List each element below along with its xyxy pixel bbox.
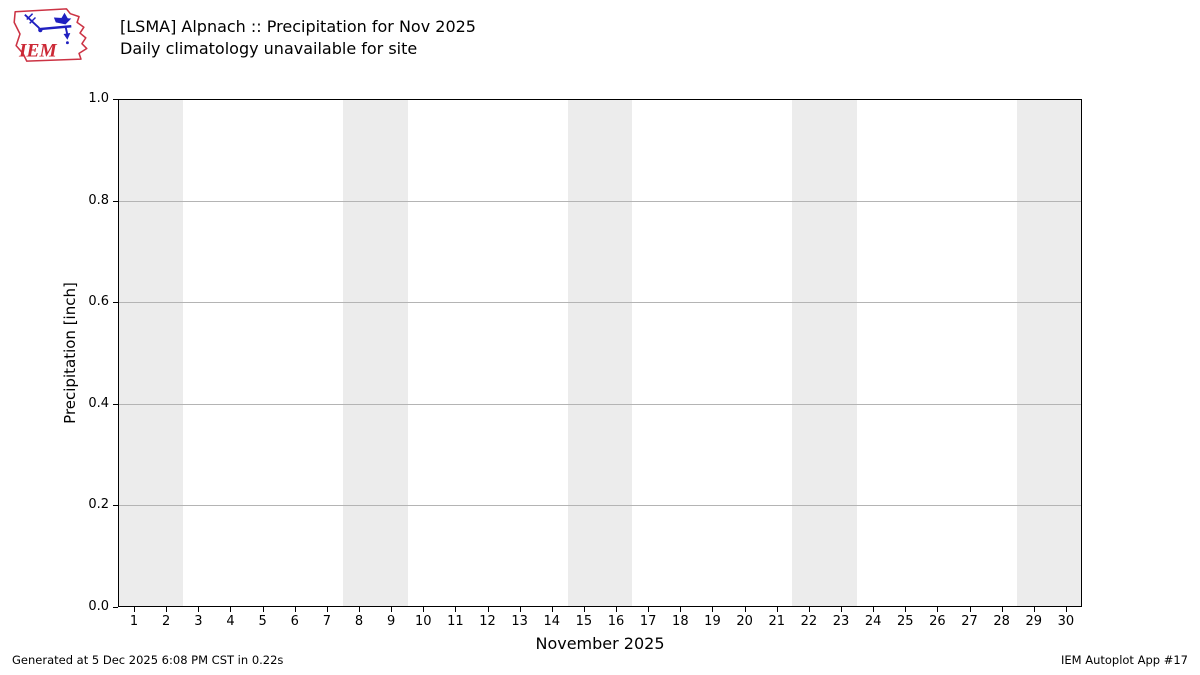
x-tick-mark: [519, 607, 521, 612]
x-tick-label: 10: [414, 614, 432, 629]
x-tick-label: 5: [258, 614, 267, 629]
y-tick-label: 0.0: [88, 599, 109, 614]
x-tick-mark: [455, 607, 457, 612]
y-gridline: [119, 201, 1081, 203]
y-tick-label: 0.2: [88, 497, 109, 513]
y-gridline: [119, 504, 1081, 506]
y-tick-mark: [113, 403, 118, 405]
x-tick-mark: [744, 607, 746, 612]
y-tick-mark: [113, 607, 118, 608]
x-tick-mark: [680, 607, 682, 612]
x-tick-mark: [1033, 607, 1035, 612]
app-credit: IEM Autoplot App #17: [1060, 653, 1188, 667]
x-tick-label: 18: [672, 614, 689, 629]
x-tick-mark: [423, 607, 425, 612]
x-tick-mark: [808, 607, 810, 612]
x-tick-label: 25: [896, 614, 914, 629]
iem-logo: IEM: [10, 4, 90, 64]
chart-header: [LSMA] Alpnach :: Precipitation for Nov …: [120, 16, 476, 60]
x-tick-label: 13: [511, 614, 528, 629]
generated-timestamp: Generated at 5 Dec 2025 6:08 PM CST in 0…: [12, 653, 284, 667]
x-tick-mark: [841, 607, 842, 612]
x-tick-mark: [583, 607, 585, 612]
x-tick-label: 15: [575, 614, 593, 629]
x-tick-mark: [616, 607, 618, 612]
weekend-band: [1016, 100, 1081, 606]
x-tick-label: 11: [447, 614, 464, 629]
x-tick-label: 8: [354, 614, 364, 629]
x-tick-mark: [551, 607, 553, 612]
x-tick-label: 22: [800, 614, 818, 629]
y-tick-label: 0.4: [88, 395, 109, 411]
y-tick-label: 0.8: [88, 192, 109, 208]
x-tick-label: 9: [386, 614, 396, 629]
x-tick-label: 29: [1025, 614, 1043, 629]
x-tick-mark: [487, 607, 489, 612]
x-tick-mark: [1065, 607, 1067, 612]
x-tick-mark: [294, 607, 296, 612]
x-tick-label: 27: [961, 614, 978, 629]
weekend-band: [792, 100, 857, 606]
x-tick-label: 16: [607, 614, 625, 629]
y-tick-label: 0.6: [88, 294, 109, 310]
y-tick-mark: [113, 505, 118, 507]
chart-title: [LSMA] Alpnach :: Precipitation for Nov …: [120, 17, 476, 36]
chart-subtitle: Daily climatology unavailable for site: [120, 39, 418, 58]
weather-vane-icon: [24, 12, 72, 45]
x-tick-label: 26: [929, 614, 946, 629]
x-tick-label: 21: [768, 614, 785, 629]
x-tick-label: 14: [543, 614, 561, 629]
x-tick-mark: [326, 607, 328, 612]
x-tick-mark: [198, 607, 200, 612]
y-gridline: [119, 403, 1081, 405]
weekend-band: [119, 100, 184, 606]
x-tick-mark: [391, 607, 393, 612]
x-tick-mark: [905, 607, 907, 612]
x-tick-label: 28: [993, 614, 1010, 629]
x-tick-mark: [648, 607, 650, 612]
x-tick-mark: [166, 607, 168, 612]
weekend-band: [567, 100, 633, 606]
x-tick-mark: [776, 607, 778, 612]
x-tick-mark: [262, 607, 264, 612]
x-tick-mark: [873, 607, 875, 612]
x-tick-mark: [712, 607, 714, 612]
y-tick-mark: [113, 99, 118, 100]
x-tick-mark: [937, 607, 939, 612]
x-tick-mark: [969, 607, 971, 612]
y-tick-mark: [113, 200, 118, 202]
x-tick-label: 3: [194, 614, 203, 629]
plot-area: [118, 99, 1082, 607]
x-tick-label: 19: [704, 614, 721, 629]
x-tick-mark: [230, 607, 232, 612]
x-tick-label: 1: [129, 614, 139, 629]
y-tick-label: 1.0: [88, 91, 109, 106]
y-tick-mark: [113, 302, 118, 304]
x-tick-label: 7: [322, 614, 331, 629]
x-tick-label: 6: [290, 614, 299, 629]
x-tick-label: 12: [479, 614, 496, 629]
x-tick-mark: [1001, 607, 1003, 612]
x-tick-label: 2: [162, 614, 171, 629]
x-axis-label: November 2025: [535, 634, 665, 653]
y-gridline: [119, 302, 1081, 304]
x-tick-mark: [359, 607, 360, 612]
x-tick-label: 30: [1057, 614, 1075, 629]
x-tick-label: 17: [639, 614, 657, 629]
weekend-band: [343, 100, 408, 606]
x-tick-label: 20: [736, 614, 753, 629]
x-tick-label: 23: [832, 614, 850, 629]
iem-logo-text: IEM: [18, 40, 57, 61]
x-tick-label: 4: [226, 614, 235, 629]
x-tick-mark: [134, 607, 136, 612]
x-tick-label: 24: [864, 614, 882, 629]
iem-logo-graphic: IEM: [13, 8, 88, 62]
